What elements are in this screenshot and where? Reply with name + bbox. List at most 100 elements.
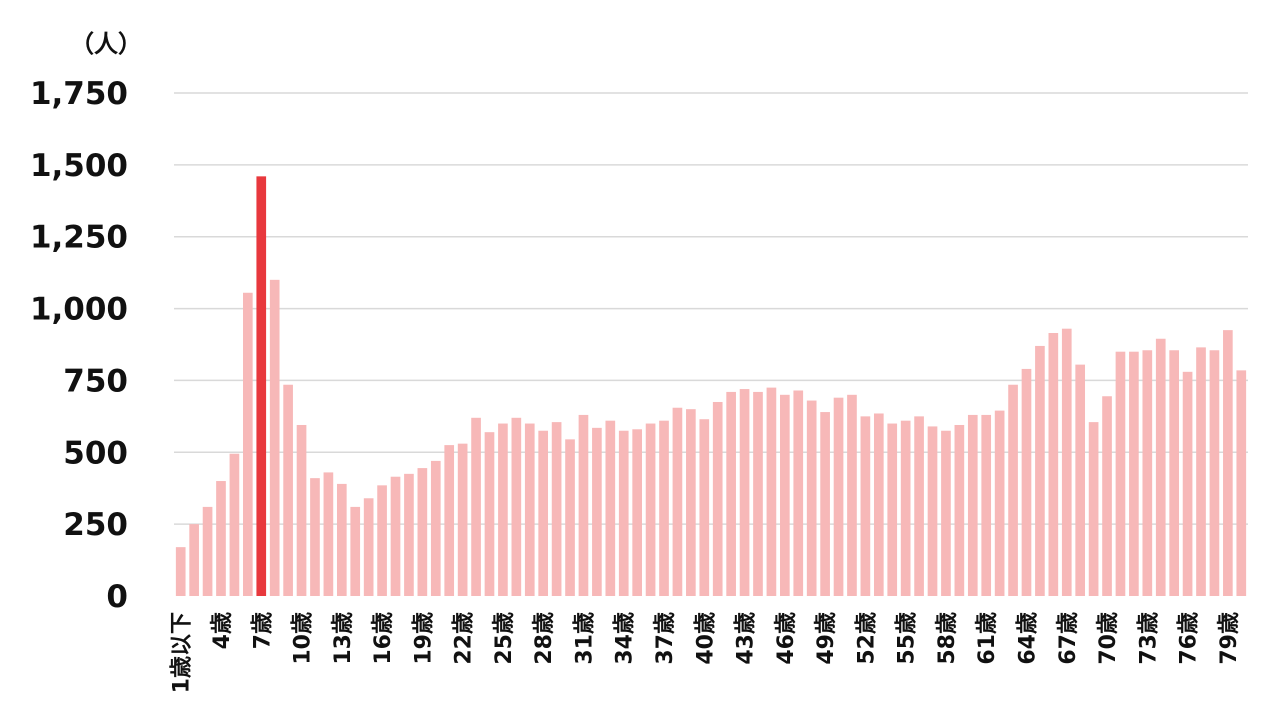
x-tick-label: 70歳 (1096, 612, 1121, 665)
bar (269, 279, 280, 596)
x-tick-label: 61歳 (975, 612, 1000, 665)
bar (699, 419, 710, 596)
x-tick-label: 58歳 (935, 612, 960, 665)
x-tick-label: 31歳 (572, 612, 597, 665)
x-tick-label: 19歳 (411, 612, 436, 665)
bar (981, 414, 992, 596)
bar (498, 423, 508, 596)
x-tick-label: 46歳 (774, 612, 799, 665)
bar (833, 397, 844, 596)
bar (1196, 347, 1206, 596)
x-tick-label: 7歳 (250, 612, 275, 649)
gridlines (174, 92, 1248, 525)
x-tick-label: 22歳 (452, 612, 477, 665)
bar (860, 416, 871, 596)
x-tick-label: 37歳 (653, 612, 678, 665)
x-tick-label: 28歳 (532, 612, 557, 665)
x-tick-label: 52歳 (854, 612, 879, 665)
bar (1236, 370, 1247, 596)
bar (578, 414, 589, 596)
y-axis-ticks: 0 250 500 750 1,000 1,250 1,500 1,750 (30, 76, 128, 615)
bar (310, 478, 320, 596)
bar (592, 427, 602, 596)
bar (1008, 384, 1018, 596)
bar (632, 429, 642, 596)
bar (524, 423, 535, 596)
bar (618, 430, 629, 596)
bar (202, 506, 213, 596)
bar (377, 485, 387, 596)
x-tick-label: 34歳 (613, 612, 638, 665)
bar (900, 420, 911, 596)
bar (1088, 422, 1099, 596)
bar (914, 416, 924, 596)
y-tick-label: 1,500 (30, 148, 128, 184)
bar (672, 407, 683, 596)
bar (484, 432, 495, 596)
bar (363, 498, 374, 596)
y-tick-label: 250 (63, 507, 128, 543)
bar (1155, 338, 1166, 596)
y-tick-label: 1,750 (30, 76, 128, 112)
bar (1048, 333, 1059, 596)
bar (820, 412, 830, 596)
bar (753, 391, 763, 596)
bar (350, 506, 361, 596)
bar (954, 424, 965, 596)
bar (323, 472, 334, 596)
x-tick-label: 25歳 (492, 612, 517, 665)
bar (994, 410, 1005, 596)
bar (1182, 371, 1193, 596)
bar (283, 384, 293, 596)
bar (793, 390, 804, 596)
bar (457, 443, 468, 596)
x-tick-label: 55歳 (895, 612, 920, 665)
x-tick-label: 79歳 (1217, 612, 1242, 665)
bar (216, 481, 226, 596)
bar (551, 422, 562, 596)
bar (739, 389, 750, 596)
bar (336, 483, 347, 596)
bar (229, 453, 240, 596)
bar (511, 417, 522, 596)
bar (645, 423, 656, 596)
x-tick-label: 64歳 (1015, 612, 1040, 665)
y-tick-label: 1,000 (30, 292, 128, 328)
x-axis-ticks: 1歳以下 4歳 7歳 10歳 13歳 16歳 19歳 22歳 25歳 28歳 31歳 34歳 37歳 40… (170, 612, 1242, 693)
bar (847, 394, 857, 596)
bar (390, 476, 401, 596)
x-tick-label: 1歳以下 (170, 612, 195, 693)
bar (1021, 368, 1032, 596)
bar (471, 417, 481, 596)
bar (1061, 328, 1072, 596)
bar (780, 394, 790, 596)
x-tick-label: 4歳 (210, 612, 235, 649)
y-tick-label: 750 (63, 363, 128, 399)
bar (444, 445, 455, 596)
x-tick-label: 10歳 (291, 612, 316, 665)
bar (766, 387, 777, 596)
bar (296, 424, 307, 596)
bar (1169, 350, 1179, 596)
bar (927, 426, 938, 596)
x-tick-label: 73歳 (1136, 612, 1161, 665)
y-axis-unit-label: （人） (70, 30, 142, 58)
bar (243, 292, 253, 596)
bar (430, 460, 441, 596)
bar (417, 468, 428, 596)
bar (1075, 364, 1086, 596)
bar (1035, 345, 1045, 596)
x-tick-label: 13歳 (331, 612, 356, 665)
bar (1102, 396, 1112, 596)
bar (1209, 350, 1220, 596)
x-tick-label: 16歳 (371, 612, 396, 665)
bar (1129, 351, 1139, 596)
bar (873, 413, 884, 596)
x-tick-label: 67歳 (1056, 612, 1081, 665)
bar (1142, 350, 1153, 596)
y-tick-label: 500 (63, 435, 128, 471)
bar (806, 400, 817, 596)
bar (189, 524, 199, 596)
bar (538, 430, 549, 596)
y-tick-label: 0 (106, 579, 128, 615)
